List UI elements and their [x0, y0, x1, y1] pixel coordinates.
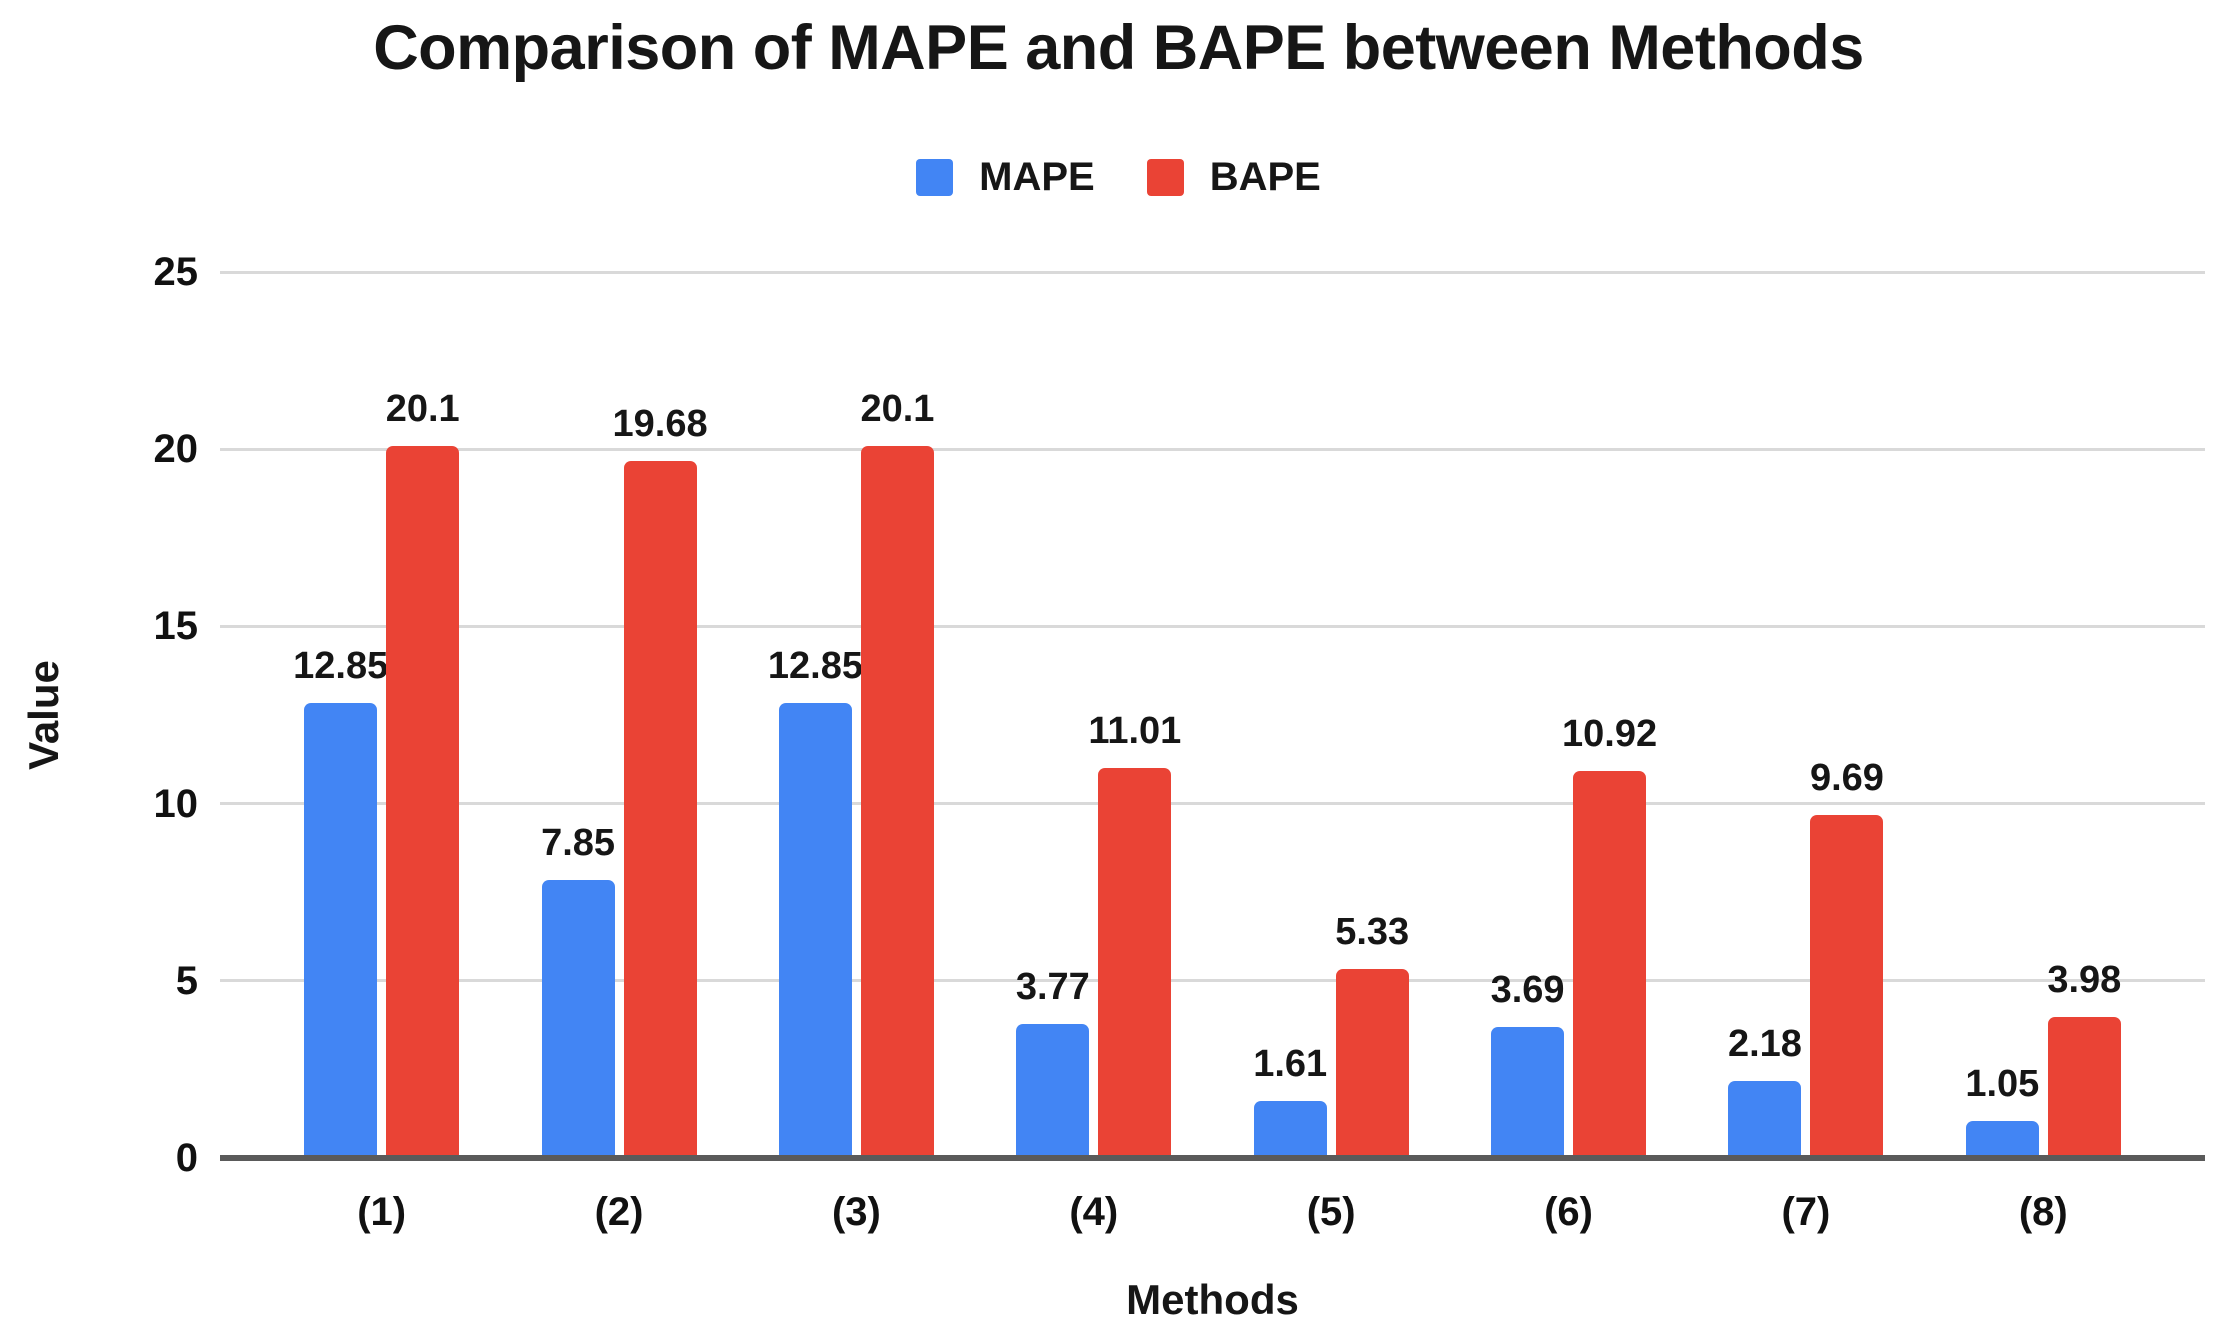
bar-mape-8[interactable]: 1.05 — [1965, 1065, 2039, 1158]
bar-bape-2[interactable]: 19.68 — [613, 405, 708, 1158]
bar-value-label-mape-4: 3.77 — [1015, 966, 1090, 1009]
bar-value-label-bape-2: 19.68 — [612, 402, 708, 445]
y-tick-label-25: 25 — [153, 250, 199, 294]
bar-value-label-mape-7: 2.18 — [1727, 1022, 1802, 1065]
legend-label-mape: MAPE — [979, 155, 1095, 199]
x-ticks-band: (1) (2) (3) (4) (5) (6) (7) (8) — [263, 1190, 2162, 1235]
bar-group-8: 1.05 3.98 — [1925, 272, 2162, 1158]
x-tick-label-5: (5) — [1306, 1190, 1356, 1234]
bar-bape-7[interactable]: 9.69 — [1810, 759, 1884, 1158]
legend-label-bape: BAPE — [1209, 155, 1321, 199]
y-tick-label-20: 20 — [153, 427, 199, 472]
bar-group-1: 12.85 20.1 — [263, 272, 500, 1158]
plot-area: 12.85 20.1 7.85 19.68 12.85 20.1 3.77 11.01 1.61… — [154, 252, 2205, 1234]
y-axis-title-box: Value — [4, 272, 84, 1158]
y-tick-label-15: 15 — [153, 604, 199, 649]
legend: MAPE BAPE — [0, 155, 2237, 200]
bar-mape-7[interactable]: 2.18 — [1728, 1025, 1802, 1158]
gridline-20 — [220, 447, 2205, 451]
bar-mape-2[interactable]: 7.85 — [541, 824, 615, 1158]
legend-item-bape[interactable]: BAPE — [1146, 155, 1321, 200]
y-axis-title: Value — [20, 660, 67, 770]
bar-group-3: 12.85 20.1 — [738, 272, 975, 1158]
bar-value-label-mape-8: 1.05 — [1965, 1062, 2040, 1105]
x-tick-label-8: (8) — [2018, 1190, 2068, 1234]
bar-mape-1[interactable]: 12.85 — [293, 647, 388, 1158]
bape-color-swatch — [1146, 159, 1184, 196]
bar-bape-6[interactable]: 10.92 — [1562, 715, 1657, 1158]
bar-group-6: 3.69 10.92 — [1450, 272, 1687, 1158]
x-tick-label-6: (6) — [1544, 1190, 1593, 1234]
bar-value-label-bape-1: 20.1 — [385, 387, 460, 430]
y-tick-label-0: 0 — [175, 1136, 198, 1180]
legend-item-mape[interactable]: MAPE — [916, 155, 1095, 200]
bar-value-label-bape-8: 3.98 — [2047, 958, 2122, 1001]
bar-bape-5[interactable]: 5.33 — [1335, 913, 1409, 1158]
bar-mape-4[interactable]: 3.77 — [1016, 968, 1090, 1158]
x-tick-label-3: (3) — [831, 1190, 881, 1234]
bar-mape-5[interactable]: 1.61 — [1253, 1045, 1327, 1158]
x-axis-baseline — [220, 1155, 2205, 1161]
mape-color-swatch — [916, 159, 954, 196]
x-tick-label-7: (7) — [1781, 1190, 1831, 1234]
bar-value-label-bape-6: 10.92 — [1562, 713, 1658, 755]
bar-value-label-bape-4: 11.01 — [1088, 709, 1182, 752]
bar-mape-6[interactable]: 3.69 — [1491, 971, 1565, 1158]
bar-mape-3[interactable]: 12.85 — [768, 647, 863, 1158]
gridline-5 — [220, 979, 2205, 983]
bar-bape-4[interactable]: 11.01 — [1088, 712, 1181, 1158]
x-axis-title: Methods — [1126, 1276, 1299, 1323]
gridline-25 — [220, 270, 2205, 274]
x-tick-label-1: (1) — [357, 1190, 407, 1234]
gridline-15 — [220, 624, 2205, 628]
gridline-10 — [220, 802, 2205, 806]
y-tick-label-10: 10 — [153, 781, 199, 826]
bars-band: 12.85 20.1 7.85 19.68 12.85 20.1 3.77 11.01 1.61… — [263, 272, 2162, 1158]
bar-value-label-bape-5: 5.33 — [1335, 911, 1410, 954]
bar-group-5: 1.61 5.33 — [1213, 272, 1450, 1158]
chart-title: Comparison of MAPE and BAPE between Meth… — [373, 13, 1864, 83]
bar-group-7: 2.18 9.69 — [1687, 272, 1924, 1158]
bar-value-label-mape-3: 12.85 — [767, 644, 863, 687]
x-tick-label-4: (4) — [1069, 1190, 1119, 1234]
y-tick-label-5: 5 — [175, 958, 198, 1003]
bar-bape-1[interactable]: 20.1 — [386, 390, 460, 1158]
bar-value-label-mape-1: 12.85 — [293, 644, 389, 687]
bar-value-label-mape-6: 3.69 — [1490, 969, 1565, 1012]
bar-value-label-mape-5: 1.61 — [1253, 1042, 1328, 1085]
bar-value-label-bape-7: 9.69 — [1809, 756, 1884, 799]
x-tick-label-2: (2) — [594, 1190, 644, 1234]
bar-bape-8[interactable]: 3.98 — [2047, 961, 2121, 1158]
bar-group-4: 3.77 11.01 — [975, 272, 1212, 1158]
bar-bape-3[interactable]: 20.1 — [860, 390, 934, 1158]
bar-value-label-bape-3: 20.1 — [860, 387, 935, 430]
bar-value-label-mape-2: 7.85 — [541, 821, 616, 864]
bar-group-2: 7.85 19.68 — [500, 272, 737, 1158]
